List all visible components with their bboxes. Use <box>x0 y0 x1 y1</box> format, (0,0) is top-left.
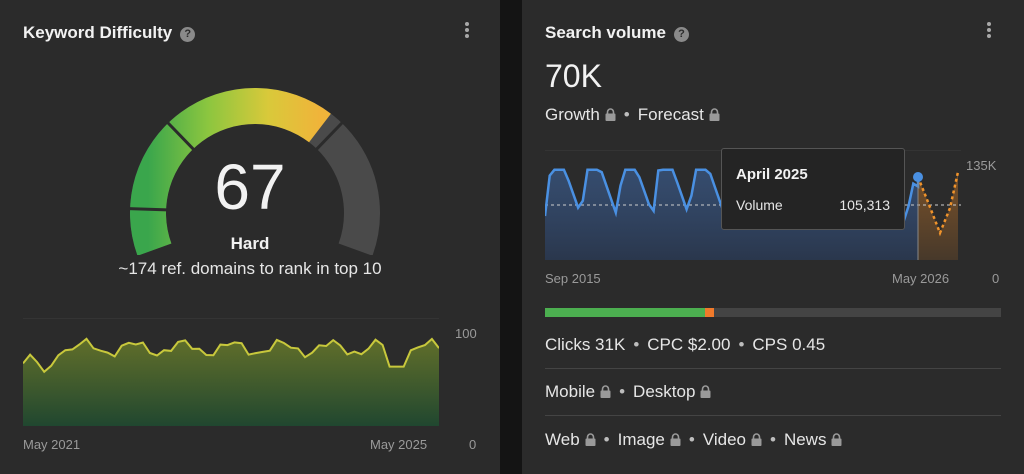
clicks-value: Clicks 31K <box>545 335 626 354</box>
sv-y-min-label: 0 <box>992 271 1000 286</box>
difficulty-area <box>23 338 439 426</box>
growth-link[interactable]: Growth <box>545 105 616 124</box>
kd-x-end-label: May 2025 <box>370 437 428 452</box>
tooltip-metric-label: Volume <box>736 197 783 213</box>
cps-value: CPS 0.45 <box>752 335 826 354</box>
gauge-tick <box>315 121 344 151</box>
clicks-organic-segment <box>545 308 705 317</box>
keyword-difficulty-title: Keyword Difficulty? <box>23 23 196 43</box>
gauge-ticks <box>129 121 344 212</box>
lock-icon <box>831 433 842 446</box>
gauge-tick <box>166 121 195 151</box>
hover-point[interactable] <box>913 172 923 182</box>
forecast-area <box>918 172 958 260</box>
divider <box>545 415 1001 416</box>
tooltip-metric-value: 105,313 <box>839 197 890 213</box>
forecast-line <box>916 171 960 237</box>
divider <box>545 368 1001 369</box>
kebab-menu-icon[interactable] <box>464 22 470 40</box>
search-type-news[interactable]: News <box>784 430 843 449</box>
kd-y-min-label: 0 <box>469 437 477 452</box>
search-volume-value: 70K <box>545 58 602 94</box>
kebab-menu-icon[interactable] <box>986 22 992 40</box>
tooltip-month: April 2025 <box>736 166 808 183</box>
growth-forecast-row: Growth • Forecast <box>545 105 720 125</box>
question-circle-icon[interactable]: ? <box>673 27 689 42</box>
lock-icon <box>700 385 711 398</box>
clicks-paid-segment <box>704 308 714 317</box>
lock-icon <box>600 385 611 398</box>
difficulty-score: 67 <box>214 151 286 223</box>
sv-x-start-label: Sep 2015 <box>545 271 601 286</box>
search-type-web[interactable]: Web <box>545 430 596 449</box>
keyword-difficulty-panel: Keyword Difficulty? 67 Hard ~174 ref. do… <box>0 0 500 474</box>
kd-x-start-label: May 2021 <box>23 437 81 452</box>
search-types-row: Web • Image • Video • News <box>545 430 842 450</box>
search-type-video[interactable]: Video <box>703 430 762 449</box>
search-volume-title: Search volume? <box>545 23 689 43</box>
lock-icon <box>751 433 762 446</box>
kd-y-max-label: 100 <box>455 326 477 341</box>
clicks-bar <box>545 308 1001 317</box>
clicks-row: Clicks 31K • CPC $2.00 • CPS 0.45 <box>545 335 826 354</box>
lock-icon <box>670 433 681 446</box>
difficulty-level: Hard <box>230 234 270 253</box>
sv-y-max-label: 135K <box>966 158 997 173</box>
gauge-tick <box>129 207 168 212</box>
difficulty-description: ~174 ref. domains to rank in top 10 <box>118 259 382 278</box>
forecast-link[interactable]: Forecast <box>638 105 720 124</box>
question-circle-icon[interactable]: ? <box>180 27 196 42</box>
sv-x-end-label: May 2026 <box>892 271 950 286</box>
difficulty-gauge <box>129 88 380 255</box>
search-volume-panel: Search volume? 70K Growth • Forecast April… <box>522 0 1024 474</box>
lock-icon <box>709 108 720 121</box>
cpc-value: CPC $2.00 <box>647 335 731 354</box>
search-type-image[interactable]: Image <box>618 430 681 449</box>
devices-row: Mobile • Desktop <box>545 382 711 402</box>
device-desktop[interactable]: Desktop <box>633 382 711 401</box>
lock-icon <box>585 433 596 446</box>
difficulty-line <box>23 337 439 374</box>
volume-tooltip: April 2025 Volume 105,313 <box>721 148 905 230</box>
lock-icon <box>605 108 616 121</box>
device-mobile[interactable]: Mobile <box>545 382 611 401</box>
difficulty-history-chart <box>23 318 439 426</box>
